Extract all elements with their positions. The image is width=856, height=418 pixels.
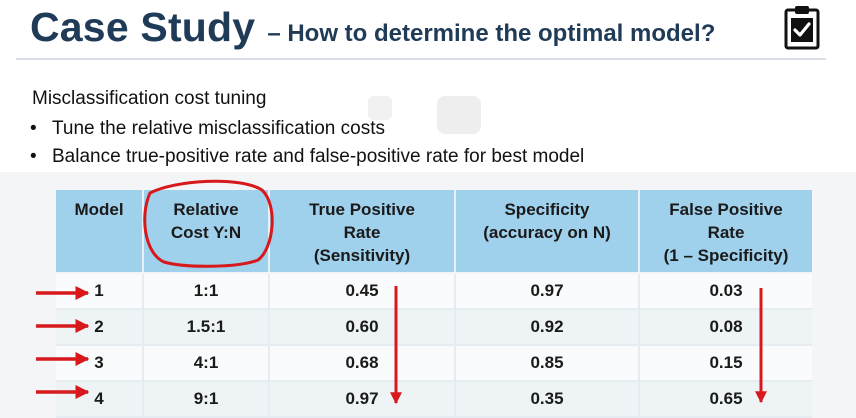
title-main: Case Study xyxy=(30,4,256,50)
cell-model: 3 xyxy=(56,346,144,380)
slide-title: Case Study – How to determine the optima… xyxy=(30,4,715,54)
cell-relative-cost: 1:1 xyxy=(144,274,270,308)
table-body: 1 1:1 0.45 0.97 0.03 2 1.5:1 0.60 0.92 0… xyxy=(56,274,812,418)
cell-model: 4 xyxy=(56,382,144,416)
section-heading: Misclassification cost tuning xyxy=(32,88,267,109)
bullet-dot-icon: • xyxy=(30,146,37,167)
title-subtitle: – How to determine the optimal model? xyxy=(267,20,716,47)
col-header-relative-cost: Relative Cost Y:N xyxy=(144,190,270,272)
table-row: 1 1:1 0.45 0.97 0.03 xyxy=(56,274,812,310)
cell-tpr: 0.68 xyxy=(270,346,456,380)
table-row: 4 9:1 0.97 0.35 0.65 xyxy=(56,382,812,418)
cell-tpr: 0.45 xyxy=(270,274,456,308)
cell-fpr: 0.03 xyxy=(709,281,743,300)
cell-model: 2 xyxy=(56,310,144,344)
col-header-false-positive-rate: False Positive Rate (1 – Specificity) xyxy=(663,200,789,265)
cell-fpr: 0.65 xyxy=(709,389,743,408)
cell-relative-cost: 4:1 xyxy=(144,346,270,380)
cell-specificity: 0.35 xyxy=(456,382,640,416)
col-header-specificity: Specificity (accuracy on N) xyxy=(456,190,640,272)
background-smudge xyxy=(437,96,481,134)
bullet-list: • Tune the relative misclassification cos… xyxy=(30,115,584,171)
background-smudge xyxy=(368,96,392,120)
cell-specificity: 0.92 xyxy=(456,310,640,344)
col-header-model: Model xyxy=(56,190,144,272)
col-header-true-positive-rate: True Positive Rate (Sensitivity) xyxy=(270,190,456,272)
cell-relative-cost: 1.5:1 xyxy=(144,310,270,344)
cell-specificity: 0.85 xyxy=(456,346,640,380)
bullet-text: Tune the relative misclassification cost… xyxy=(52,118,385,139)
bullet-item: • Balance true-positive rate and false-po… xyxy=(30,143,584,171)
table-row: 3 4:1 0.68 0.85 0.15 xyxy=(56,346,812,382)
title-divider xyxy=(16,58,826,60)
cell-fpr: 0.15 xyxy=(709,353,743,372)
cell-relative-cost: 9:1 xyxy=(144,382,270,416)
cell-model: 1 xyxy=(56,274,144,308)
table-row: 2 1.5:1 0.60 0.92 0.08 xyxy=(56,310,812,346)
clipboard-check-icon xyxy=(784,6,820,50)
bullet-text: Balance true-positive rate and false-pos… xyxy=(52,146,585,167)
cell-specificity: 0.97 xyxy=(456,274,640,308)
cell-fpr: 0.08 xyxy=(709,317,743,336)
cell-tpr: 0.97 xyxy=(270,382,456,416)
table-header-row: Model Relative Cost Y:N True Positive Ra… xyxy=(56,190,812,272)
bullet-item: • Tune the relative misclassification cos… xyxy=(30,115,584,143)
cell-tpr: 0.60 xyxy=(270,310,456,344)
bullet-dot-icon: • xyxy=(30,118,37,139)
